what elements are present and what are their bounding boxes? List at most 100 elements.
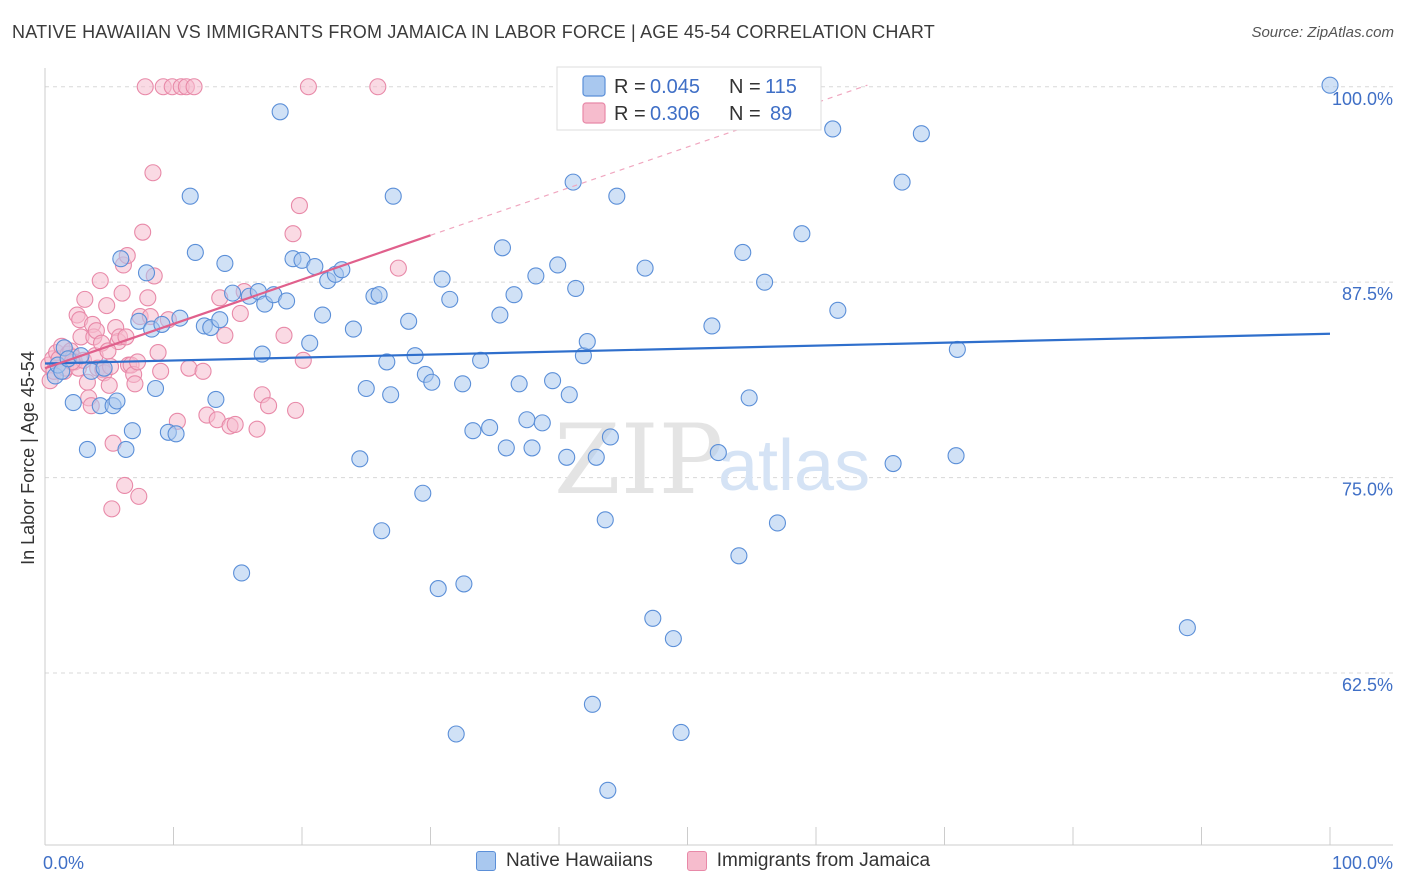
data-point-jamaica xyxy=(231,304,249,323)
data-point-hawaiian xyxy=(382,386,400,404)
legend-r-value-pink: 0.306 xyxy=(650,103,700,125)
data-point-hawaiian xyxy=(948,340,966,358)
data-point-hawaiian xyxy=(351,450,369,468)
data-point-hawaiian xyxy=(768,514,787,532)
data-point-hawaiian xyxy=(527,267,545,285)
data-point-hawaiian xyxy=(301,334,319,352)
data-point-jamaica xyxy=(149,343,167,362)
data-point-hawaiian xyxy=(558,448,576,466)
data-point-hawaiian xyxy=(414,484,432,502)
data-point-jamaica xyxy=(248,420,266,438)
data-point-hawaiian xyxy=(599,781,617,799)
data-point-hawaiian xyxy=(583,695,601,713)
data-point-hawaiian xyxy=(423,373,441,391)
y-axis-label: In Labor Force | Age 45-54 xyxy=(18,351,38,565)
legend-n-value-pink: 89 xyxy=(770,103,792,125)
legend-item-native-hawaiians: Native Hawaiians xyxy=(475,850,653,872)
data-point-hawaiian xyxy=(947,447,965,465)
data-point-jamaica xyxy=(76,290,94,308)
data-point-hawaiian xyxy=(829,301,847,319)
y-tick-label: 100.0% xyxy=(1332,89,1393,109)
trend-line-jamaica xyxy=(44,234,431,370)
data-point-hawaiian xyxy=(472,351,490,369)
x-tick-label-min: 0.0% xyxy=(43,853,84,873)
data-point-jamaica xyxy=(139,289,157,307)
data-point-hawaiian xyxy=(464,422,482,440)
data-point-jamaica xyxy=(185,78,203,96)
data-point-hawaiian xyxy=(378,353,396,371)
data-point-jamaica xyxy=(275,326,293,344)
data-point-hawaiian xyxy=(893,173,911,191)
data-point-hawaiian xyxy=(672,723,690,741)
data-point-hawaiian xyxy=(64,394,82,412)
data-point-hawaiian xyxy=(370,286,388,304)
data-point-jamaica xyxy=(284,225,302,243)
watermark-zip: ZIP xyxy=(554,404,723,516)
data-point-hawaiian xyxy=(433,270,451,288)
data-point-hawaiian xyxy=(587,448,605,466)
data-point-jamaica xyxy=(113,284,131,302)
data-point-hawaiian xyxy=(578,333,596,351)
data-point-hawaiian xyxy=(510,375,528,393)
data-point-hawaiian xyxy=(455,575,473,593)
data-point-hawaiian xyxy=(491,306,509,324)
legend-n-label-blue: N = xyxy=(729,76,761,98)
legend-n-value-blue: 115 xyxy=(765,76,797,98)
data-point-hawaiian xyxy=(384,187,402,205)
data-point-hawaiian xyxy=(664,630,682,648)
chart-title: NATIVE HAWAIIAN VS IMMIGRANTS FROM JAMAI… xyxy=(12,22,935,42)
data-point-hawaiian xyxy=(596,511,614,529)
data-point-jamaica xyxy=(389,259,407,277)
data-point-hawaiian xyxy=(912,125,930,143)
data-point-hawaiian xyxy=(400,312,418,330)
data-point-jamaica xyxy=(180,359,198,377)
data-point-jamaica xyxy=(98,297,116,315)
data-point-hawaiian xyxy=(454,375,472,393)
legend-r-value-blue: 0.045 xyxy=(650,76,700,98)
data-point-hawaiian xyxy=(373,522,391,540)
data-point-hawaiian xyxy=(447,725,465,743)
data-point-hawaiian xyxy=(481,419,499,437)
data-point-hawaiian xyxy=(117,440,135,459)
trend-line-hawaiian xyxy=(44,332,1331,365)
data-point-hawaiian xyxy=(1321,76,1339,94)
data-point-hawaiian xyxy=(357,379,375,398)
data-point-hawaiian xyxy=(740,389,758,407)
data-point-hawaiian xyxy=(429,580,447,598)
data-point-hawaiian xyxy=(533,414,551,432)
y-tick-labels: 100.0% 87.5% 75.0% 62.5% xyxy=(1332,89,1393,695)
x-tick-label-max: 100.0% xyxy=(1332,853,1393,873)
data-point-jamaica xyxy=(91,272,109,290)
data-point-jamaica xyxy=(287,401,305,419)
data-point-jamaica xyxy=(216,326,234,344)
data-point-hawaiian xyxy=(224,284,242,302)
data-point-hawaiian xyxy=(703,317,721,335)
legend-swatch-jamaica xyxy=(686,851,707,871)
data-point-hawaiian xyxy=(709,444,727,462)
legend-label-native-hawaiians: Native Hawaiians xyxy=(505,850,653,871)
data-point-jamaica xyxy=(100,376,118,394)
data-point-hawaiian xyxy=(505,286,523,304)
data-point-hawaiian xyxy=(644,609,662,627)
data-point-hawaiian xyxy=(112,250,130,268)
data-point-hawaiian xyxy=(167,425,185,443)
data-point-hawaiian xyxy=(884,454,902,473)
data-point-hawaiian xyxy=(123,422,141,440)
legend-swatch-native-hawaiians xyxy=(475,851,496,871)
bottom-legend: Native Hawaiians Immigrants from Jamaica xyxy=(0,850,1406,872)
data-point-hawaiian xyxy=(518,411,536,429)
data-point-hawaiian xyxy=(108,392,126,410)
data-point-jamaica xyxy=(369,78,387,96)
data-point-hawaiian xyxy=(793,225,811,243)
data-point-hawaiian xyxy=(1178,619,1196,637)
data-point-hawaiian xyxy=(608,187,626,205)
data-point-hawaiian xyxy=(564,173,582,191)
data-point-hawaiian xyxy=(560,386,578,404)
data-point-hawaiian xyxy=(207,390,225,408)
legend-label-jamaica: Immigrants from Jamaica xyxy=(716,850,931,871)
data-point-hawaiian xyxy=(544,372,562,390)
data-point-hawaiian xyxy=(186,243,204,262)
data-point-jamaica xyxy=(103,500,121,518)
data-point-hawaiian xyxy=(549,256,567,274)
source-label: Source: ZipAtlas.com xyxy=(1251,24,1394,41)
